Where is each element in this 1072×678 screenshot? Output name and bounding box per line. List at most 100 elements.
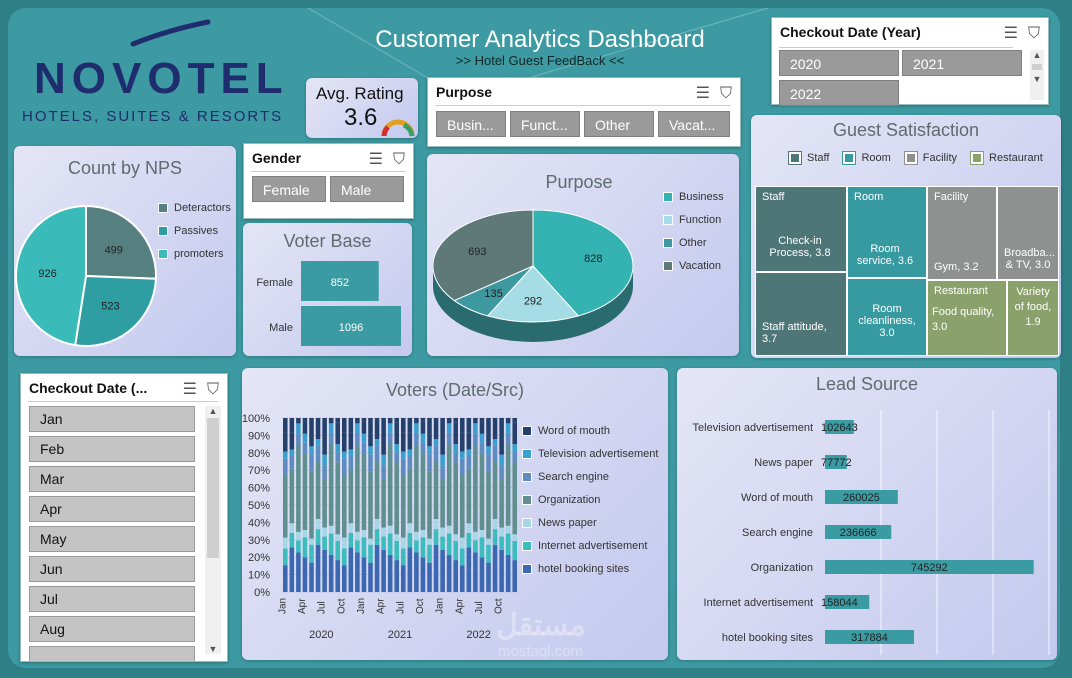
voters-bar-segment xyxy=(283,432,288,452)
legend-item: Television advertisement xyxy=(522,442,658,465)
voters-x-tick: Apr xyxy=(297,598,308,614)
voters-bar-segment xyxy=(368,454,373,472)
purpose-pie-chart[interactable]: 828 292 135 693 xyxy=(433,204,663,354)
year-button-2022[interactable]: 2022 xyxy=(779,80,899,106)
scroll-up-icon[interactable]: ▲ xyxy=(208,406,218,416)
lead-bar xyxy=(825,560,1034,574)
clear-filter-icon[interactable]: ⛉ xyxy=(719,85,732,102)
year-button-2020[interactable]: 2020 xyxy=(779,50,899,76)
voters-bar-segment xyxy=(296,423,301,434)
treemap-staff-header[interactable]: Staff Check-in Process, 3.8 xyxy=(755,186,847,272)
voters-bar-segment xyxy=(440,465,445,479)
purpose-chart-title: Purpose xyxy=(545,172,613,192)
gender-button-male[interactable]: Male xyxy=(330,176,404,202)
header-decoration xyxy=(307,8,769,79)
nps-pie-chart[interactable]: 499 523 926 xyxy=(14,194,174,354)
purpose-slice xyxy=(433,209,534,302)
treemap-room-cleanliness[interactable]: Room cleanliness, 3.0 xyxy=(847,278,927,356)
voters-bar-segment xyxy=(342,475,347,538)
voters-bar-segment xyxy=(355,552,360,592)
voters-bar-segment xyxy=(486,418,491,427)
voters-bar-segment xyxy=(322,418,327,439)
voter-base-chart[interactable]: Female 852 Male 1096 xyxy=(243,255,412,355)
voters-bar-segment xyxy=(315,529,321,545)
clear-filter-icon[interactable]: ⛉ xyxy=(392,151,405,168)
nps-slice xyxy=(74,274,157,347)
voters-bar-segment xyxy=(407,523,413,533)
gender-slicer-title: Gender xyxy=(252,150,302,166)
nps-legend: Deteractors Passives promoters xyxy=(158,196,231,265)
voters-stacked-chart[interactable]: 0% 10% 20% 30% 40% 50% 60% 70% 80% 90% 100% Jan Apr J… xyxy=(242,408,522,660)
purpose-button-vacation[interactable]: Vacat... xyxy=(658,111,730,137)
month-button-feb[interactable]: Feb xyxy=(29,436,195,462)
nps-slice-label: 499 xyxy=(105,244,123,256)
treemap-room-header[interactable]: Room Room service, 3.6 xyxy=(847,186,927,278)
purpose-button-other[interactable]: Other xyxy=(584,111,654,137)
multi-select-icon[interactable]: ☰ xyxy=(368,151,383,168)
month-button-jul[interactable]: Jul xyxy=(29,586,195,612)
gender-button-female[interactable]: Female xyxy=(252,176,326,202)
treemap-staff-attitude[interactable]: Staff attitude, 3.7 xyxy=(755,272,847,356)
lead-source-chart[interactable]: Television advertisement 102643 News paper… xyxy=(677,400,1057,660)
month-button-jun[interactable]: Jun xyxy=(29,556,195,582)
voters-bar-segment xyxy=(302,557,308,592)
voters-bar-segment xyxy=(479,442,485,454)
voters-bar-segment xyxy=(427,426,432,447)
scroll-thumb[interactable] xyxy=(207,418,219,558)
voters-bar-segment xyxy=(315,421,321,439)
month-button-apr[interactable]: Apr xyxy=(29,496,195,522)
scroll-down-icon[interactable]: ▼ xyxy=(208,644,218,654)
voters-bar-segment xyxy=(348,455,354,470)
treemap-restaurant-header[interactable]: Restaurant Food quality, 3.0 xyxy=(927,280,1007,356)
multi-select-icon[interactable]: ☰ xyxy=(182,381,197,398)
voters-bar-segment xyxy=(355,540,360,553)
month-button-mar[interactable]: Mar xyxy=(29,466,195,492)
voters-bar-segment xyxy=(427,562,432,592)
treemap-food-variety[interactable]: Variety of food, 1.9 xyxy=(1007,280,1059,356)
voters-bar-segment xyxy=(374,518,380,530)
year-button-2021[interactable]: 2021 xyxy=(902,50,1022,76)
clear-filter-icon[interactable]: ⛉ xyxy=(206,381,219,398)
lead-category: hotel booking sites xyxy=(722,632,814,644)
legend-item: Internet advertisement xyxy=(522,534,658,557)
lead-value: 102643 xyxy=(821,422,858,434)
multi-select-icon[interactable]: ☰ xyxy=(695,85,710,102)
voters-bar-segment xyxy=(315,518,321,530)
voters-bar-segment xyxy=(361,433,367,443)
logo-wordmark: NOVOTEL xyxy=(34,54,289,103)
voters-bar-segment xyxy=(289,455,295,470)
nps-slice-label: 926 xyxy=(38,268,56,280)
voter-base-category: Female xyxy=(256,277,293,289)
voters-bar-segment xyxy=(401,458,406,476)
voters-bar-segment xyxy=(499,527,504,537)
voters-bar-segment xyxy=(479,433,485,443)
voters-bar-segment xyxy=(322,536,327,550)
multi-select-icon[interactable]: ☰ xyxy=(1003,25,1018,42)
purpose-button-function[interactable]: Funct... xyxy=(510,111,580,137)
voters-bar-segment xyxy=(440,549,445,592)
voters-bar-segment xyxy=(328,444,334,526)
voters-title: Voters (Date/Src) xyxy=(385,380,525,400)
voters-bar-segment xyxy=(394,560,399,592)
voters-bar-segment xyxy=(505,423,511,433)
treemap-facility-header[interactable]: Facility Gym, 3.2 xyxy=(927,186,997,280)
voters-bar-segment xyxy=(328,533,334,555)
month-button-aug[interactable]: Aug xyxy=(29,616,195,642)
treemap-broadband[interactable]: Broadba... & TV, 3.0 xyxy=(997,186,1059,280)
month-button-may[interactable]: May xyxy=(29,526,195,552)
voters-bar-segment xyxy=(486,446,491,455)
legend-item: Organization xyxy=(522,488,658,511)
year-slicer-scrollbar[interactable]: ▲ ▼ xyxy=(1030,50,1044,100)
voters-bar-segment xyxy=(473,540,478,553)
voters-bar-segment xyxy=(368,544,373,563)
purpose-button-business[interactable]: Busin... xyxy=(436,111,506,137)
month-slicer-scrollbar[interactable]: ▲ ▼ xyxy=(205,406,221,654)
voters-bar-segment xyxy=(381,465,386,479)
guest-satisfaction-legend: Staff Room Facility Restaurant xyxy=(788,151,1043,165)
month-button-next[interactable] xyxy=(29,646,195,661)
legend-item: Word of mouth xyxy=(522,419,658,442)
voters-bar-segment xyxy=(374,445,380,461)
clear-filter-icon[interactable]: ⛉ xyxy=(1027,25,1040,42)
month-button-jan[interactable]: Jan xyxy=(29,406,195,432)
voters-bar-segment xyxy=(335,452,340,463)
